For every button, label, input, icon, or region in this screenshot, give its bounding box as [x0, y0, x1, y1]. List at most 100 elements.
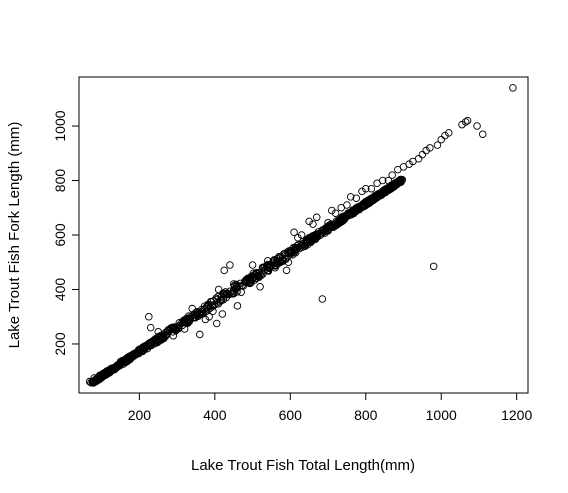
- data-point: [229, 290, 237, 298]
- data-point: [331, 209, 340, 217]
- data-point: [311, 233, 320, 241]
- data-points: [85, 84, 517, 387]
- data-point: [292, 244, 301, 253]
- data-point: [180, 325, 189, 333]
- data-point: [437, 135, 445, 144]
- data-point: [342, 211, 351, 220]
- data-point: [324, 218, 332, 227]
- data-point: [426, 144, 434, 152]
- x-tick-label: 800: [354, 407, 378, 423]
- data-point: [405, 160, 413, 168]
- data-point: [143, 341, 151, 350]
- data-point: [285, 249, 293, 258]
- data-point: [169, 332, 178, 340]
- data-point: [388, 171, 396, 179]
- data-point: [175, 323, 183, 332]
- data-point: [445, 129, 453, 137]
- x-tick-label: 200: [128, 407, 152, 423]
- y-tick-label: 800: [52, 169, 68, 193]
- data-point: [422, 146, 430, 155]
- data-point: [209, 307, 217, 316]
- data-point: [362, 184, 370, 193]
- data-point: [188, 304, 196, 313]
- data-point: [258, 270, 267, 278]
- data-point: [109, 364, 117, 372]
- data-point: [378, 176, 387, 185]
- data-point: [414, 154, 423, 163]
- y-axis: 200 400 600 800 1000: [52, 110, 79, 356]
- data-point: [473, 122, 481, 130]
- data-point: [114, 362, 122, 371]
- data-point: [509, 84, 517, 92]
- x-tick-label: 1000: [426, 407, 457, 423]
- data-point: [205, 312, 213, 321]
- data-point: [384, 176, 393, 185]
- data-point: [433, 141, 442, 149]
- data-point: [305, 217, 313, 226]
- data-point: [256, 283, 264, 291]
- data-point: [154, 327, 162, 336]
- data-point: [309, 220, 317, 228]
- data-point: [294, 233, 302, 242]
- x-axis-label: Lake Trout Fish Total Length(mm): [191, 457, 415, 474]
- x-tick-label: 600: [279, 407, 303, 423]
- data-point: [101, 368, 110, 377]
- data-point: [271, 263, 279, 272]
- x-tick-label: 1200: [501, 407, 532, 423]
- data-point: [195, 330, 204, 339]
- data-point: [155, 333, 163, 342]
- data-point: [275, 253, 283, 261]
- data-point: [441, 131, 449, 140]
- data-point: [220, 289, 229, 298]
- data-point: [237, 288, 245, 296]
- data-point: [396, 175, 405, 184]
- data-point: [429, 262, 438, 271]
- data-point: [461, 118, 470, 126]
- data-point: [198, 307, 206, 316]
- data-point: [149, 337, 158, 346]
- data-point: [349, 206, 357, 214]
- data-point: [352, 194, 361, 202]
- data-point: [370, 195, 378, 203]
- data-point: [263, 257, 272, 265]
- data-point: [346, 193, 355, 201]
- data-point: [226, 261, 234, 269]
- data-point: [229, 280, 238, 288]
- data-point: [110, 364, 118, 373]
- data-point: [478, 130, 487, 138]
- data-point: [201, 315, 210, 324]
- data-point: [257, 271, 265, 280]
- data-point: [214, 285, 223, 294]
- data-point: [294, 243, 302, 252]
- data-point: [304, 236, 312, 245]
- data-point: [223, 289, 231, 298]
- data-point: [169, 328, 177, 336]
- data-point: [212, 319, 221, 328]
- data-point: [234, 281, 242, 290]
- data-point: [216, 296, 225, 304]
- data-point: [116, 357, 125, 366]
- data-point: [374, 190, 382, 198]
- data-point: [145, 312, 153, 321]
- data-point: [463, 116, 472, 125]
- data-point: [458, 120, 466, 129]
- y-tick-label: 1000: [52, 110, 68, 141]
- data-point: [248, 261, 257, 269]
- data-point: [418, 150, 427, 159]
- data-point: [185, 316, 193, 325]
- x-axis: 200 400 600 800 1000 1200: [128, 393, 532, 423]
- y-tick-label: 400: [52, 278, 68, 302]
- y-tick-label: 200: [52, 332, 68, 356]
- data-point: [365, 196, 373, 205]
- data-point: [328, 221, 336, 229]
- data-point: [135, 347, 144, 355]
- data-point: [218, 310, 227, 318]
- data-point: [385, 186, 393, 194]
- y-axis-label: Lake Trout Fish Fork Length (mm): [6, 122, 23, 349]
- data-point: [282, 266, 291, 275]
- data-point: [312, 213, 321, 222]
- data-point: [128, 352, 137, 361]
- data-point: [350, 209, 358, 218]
- data-point: [318, 295, 327, 303]
